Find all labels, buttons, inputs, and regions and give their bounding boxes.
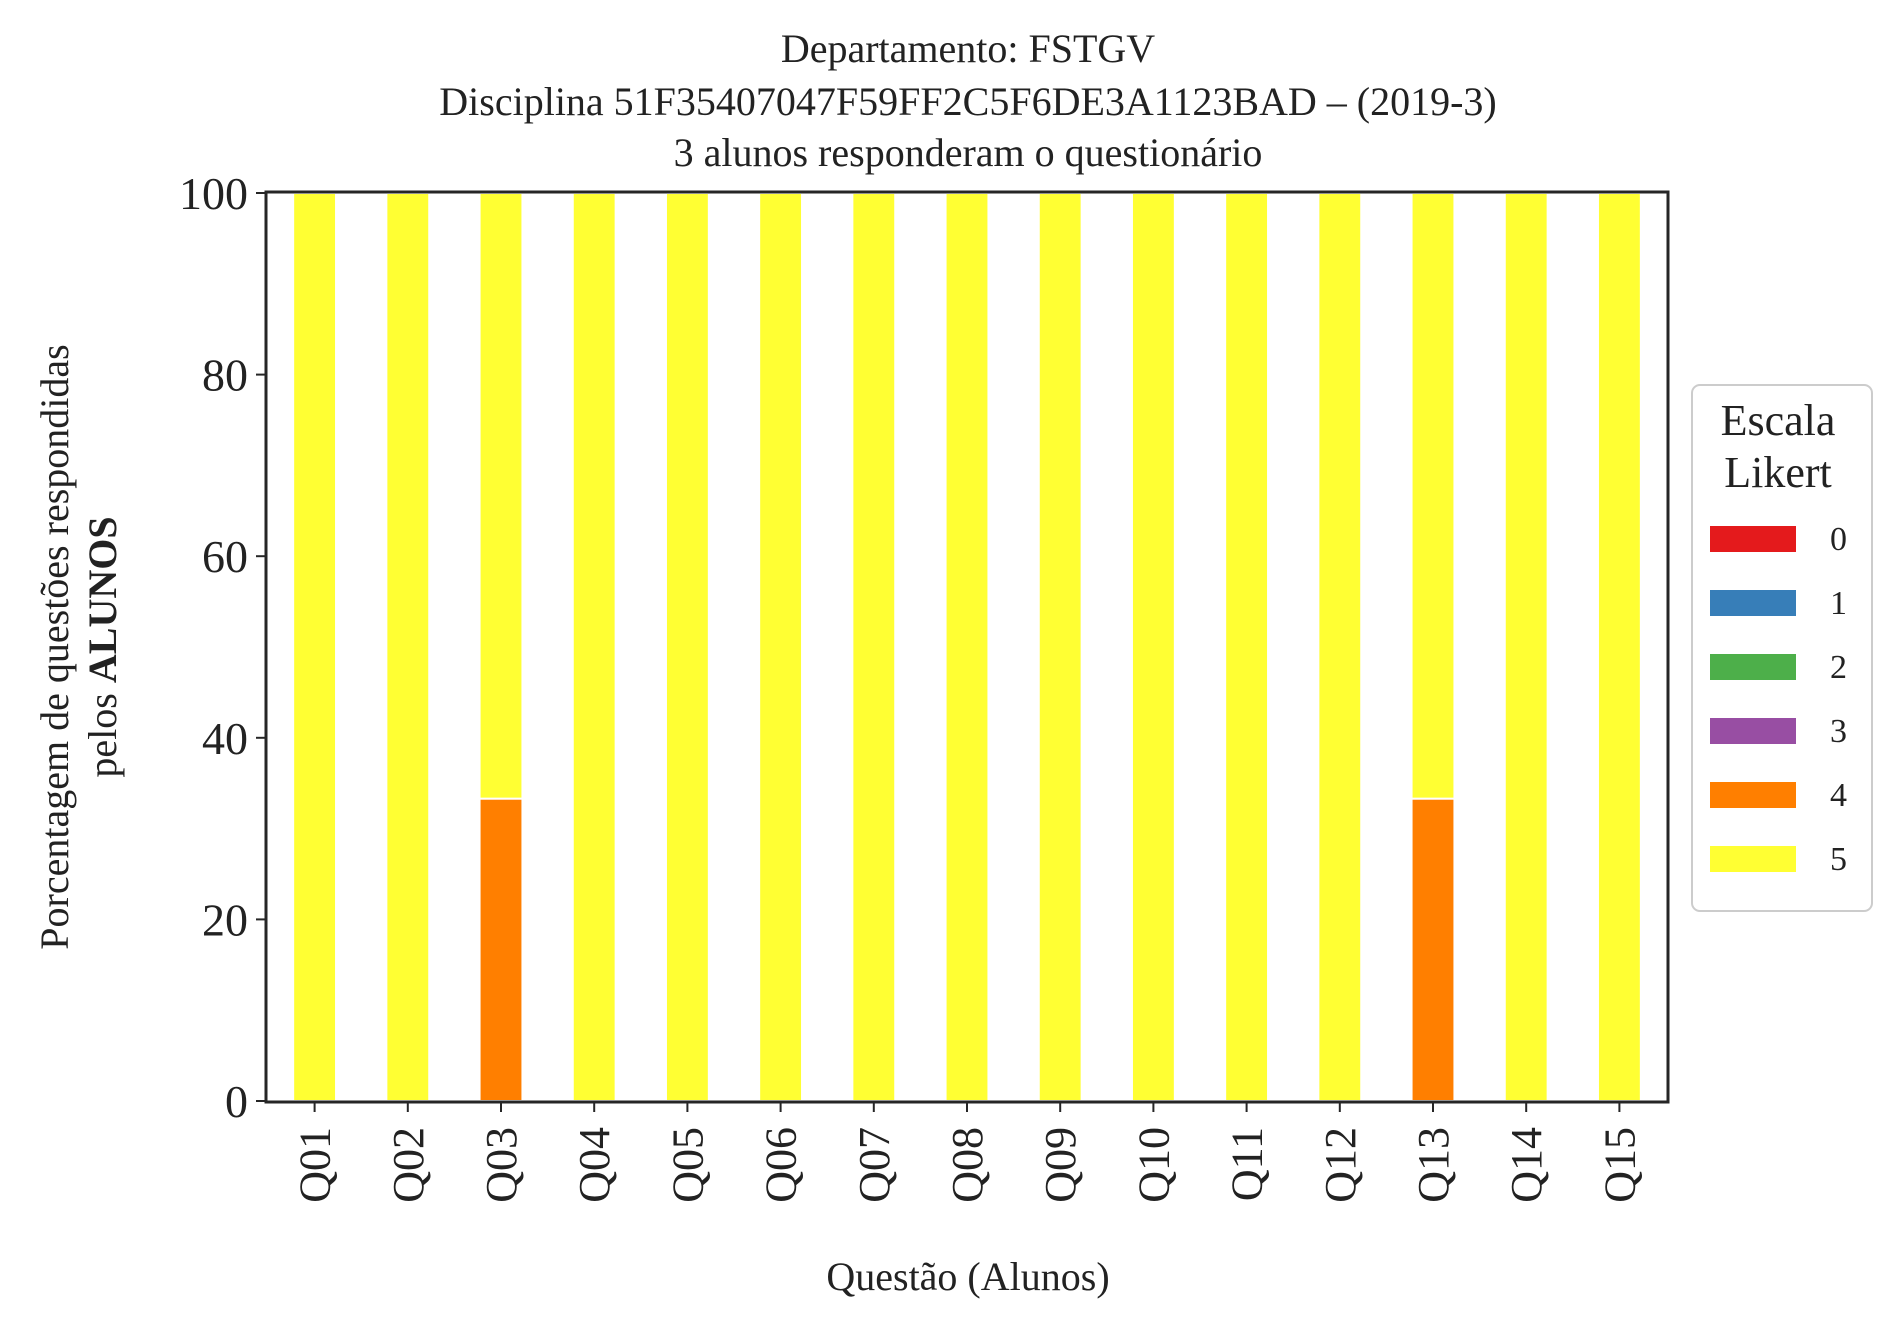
y-axis-label-line-2: pelos ALUNOS	[80, 516, 125, 777]
legend-frame	[1691, 384, 1873, 912]
bar-q01-likert-5	[292, 192, 338, 1102]
legend: Escala Likert 0 1 2 3 4 5	[1691, 384, 1873, 912]
bar-q06-likert-5	[758, 192, 804, 1102]
legend-swatch-5	[1710, 846, 1796, 872]
bar-q09-likert-5	[1037, 192, 1083, 1102]
legend-label-4: 4	[1830, 777, 1847, 814]
x-tick-label: Q03	[477, 1127, 526, 1203]
bar-q14-likert-5	[1503, 192, 1549, 1102]
legend-title-line-2: Likert	[1724, 448, 1832, 497]
bar-q13-likert-4	[1410, 797, 1456, 1102]
legend-label-5: 5	[1830, 841, 1847, 878]
x-tick-label: Q02	[384, 1127, 433, 1203]
bars-group	[292, 192, 1642, 1102]
x-tick-label: Q08	[943, 1127, 992, 1203]
x-tick-label: Q11	[1223, 1127, 1272, 1201]
x-tick-label: Q05	[663, 1127, 712, 1203]
legend-title-line-1: Escala	[1721, 396, 1836, 445]
bar-q11-likert-5	[1224, 192, 1270, 1102]
x-tick-label: Q06	[757, 1127, 806, 1203]
bar-q08-likert-5	[944, 192, 990, 1102]
x-axis-label: Questão (Alunos)	[826, 1254, 1109, 1299]
y-axis-label-line-1: Porcentagem de questões respondidas	[32, 344, 77, 949]
bar-q15-likert-5	[1596, 192, 1642, 1102]
y-tick-label: 60	[202, 531, 248, 582]
y-tick-label: 100	[179, 168, 248, 219]
title-line-3: 3 alunos responderam o questionário	[674, 130, 1263, 175]
bar-q10-likert-5	[1130, 192, 1176, 1102]
legend-swatch-3	[1710, 718, 1796, 744]
x-tick-label: Q09	[1036, 1127, 1085, 1203]
x-axis-ticks: Q01 Q02 Q03 Q04 Q05 Q06 Q07 Q08 Q09 Q10 Q11 Q12 Q13 Q…	[291, 1102, 1644, 1203]
y-axis-label-bold: ALUNOS	[80, 516, 125, 683]
legend-items: 0 1 2 3 4 5	[1710, 521, 1847, 878]
legend-swatch-2	[1710, 654, 1796, 680]
bar-q07-likert-5	[851, 192, 897, 1102]
legend-label-2: 2	[1830, 649, 1847, 686]
x-tick-label: Q07	[850, 1127, 899, 1203]
bar-q12-likert-5	[1317, 192, 1363, 1102]
bar-q03-likert-4	[478, 797, 524, 1102]
title-line-1: Departamento: FSTGV	[781, 26, 1155, 71]
bar-q03-likert-5	[478, 192, 524, 800]
x-tick-label: Q15	[1595, 1127, 1644, 1203]
bar-q04-likert-5	[571, 192, 617, 1102]
x-tick-label: Q10	[1129, 1127, 1178, 1203]
legend-swatch-1	[1710, 590, 1796, 616]
bar-q02-likert-5	[385, 192, 431, 1102]
legend-swatch-4	[1710, 782, 1796, 808]
title-line-2: Disciplina 51F35407047F59FF2C5F6DE3A1123…	[439, 79, 1496, 124]
y-tick-label: 20	[202, 894, 248, 945]
y-axis-ticks: 0 20 40 60 80 100	[179, 168, 266, 1127]
legend-label-3: 3	[1830, 713, 1847, 750]
y-tick-label: 40	[202, 713, 248, 764]
x-tick-label: Q12	[1316, 1127, 1365, 1203]
y-axis-label: Porcentagem de questões respondidas pelo…	[32, 344, 125, 949]
y-tick-label: 80	[202, 350, 248, 401]
bar-q13-likert-5	[1410, 192, 1456, 800]
x-tick-label: Q13	[1409, 1127, 1458, 1203]
x-tick-label: Q01	[291, 1127, 340, 1203]
legend-label-1: 1	[1830, 585, 1847, 622]
x-tick-label: Q04	[570, 1127, 619, 1203]
x-tick-label: Q14	[1502, 1127, 1551, 1203]
bar-q05-likert-5	[664, 192, 710, 1102]
legend-label-0: 0	[1830, 521, 1847, 558]
y-tick-label: 0	[225, 1076, 248, 1127]
legend-swatch-0	[1710, 526, 1796, 552]
chart-title: Departamento: FSTGV Disciplina 51F354070…	[439, 26, 1496, 175]
y-axis-label-prefix: pelos	[80, 683, 125, 777]
